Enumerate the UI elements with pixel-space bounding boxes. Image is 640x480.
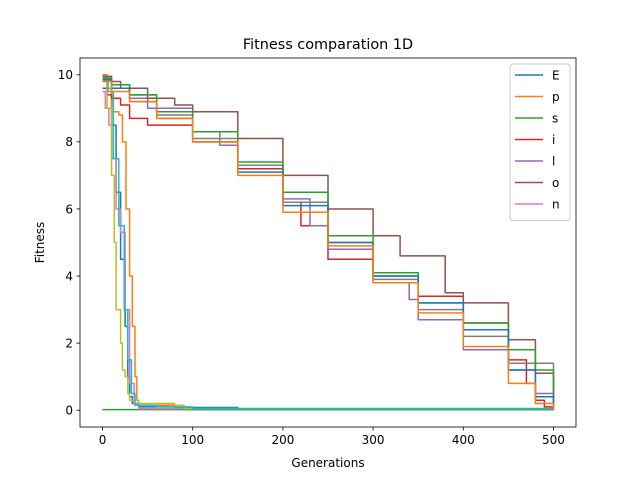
- legend-label: E: [552, 68, 560, 82]
- x-tick-label: 300: [362, 433, 385, 447]
- y-tick-label: 8: [65, 135, 73, 149]
- x-axis-ticks: 0 100 200 300 400 500: [99, 427, 565, 447]
- series-line-10: [102, 79, 555, 411]
- x-tick-label: 0: [99, 433, 107, 447]
- y-axis-ticks: 0 2 4 6 8 10: [58, 68, 80, 418]
- x-tick-label: 200: [271, 433, 294, 447]
- legend-label: p: [552, 90, 560, 104]
- legend-box: [509, 63, 571, 221]
- series-line-13: [102, 80, 555, 411]
- legend-label: i: [552, 133, 555, 147]
- axes-frame: [79, 57, 577, 428]
- legend-label: l: [552, 154, 555, 168]
- y-axis-label: Fitness: [33, 222, 47, 264]
- plot-area: [79, 57, 577, 428]
- legend-label: s: [552, 111, 558, 125]
- series-line-6: [102, 75, 555, 394]
- y-tick-label: 0: [65, 404, 73, 418]
- series-line-7: [102, 90, 555, 410]
- x-tick-label: 400: [452, 433, 475, 447]
- x-axis-label: Generations: [291, 456, 364, 470]
- legend-label: o: [552, 176, 559, 190]
- series-line-9: [102, 80, 555, 410]
- y-tick-label: 10: [58, 68, 73, 82]
- y-tick-label: 4: [65, 269, 73, 283]
- y-tick-label: 6: [65, 202, 73, 216]
- series-layer: [102, 74, 555, 411]
- x-tick-label: 100: [181, 433, 204, 447]
- chart-title: Fitness comparation 1D: [243, 37, 413, 53]
- y-tick-label: 2: [65, 336, 73, 350]
- x-tick-label: 500: [542, 433, 565, 447]
- legend-label: n: [552, 197, 560, 211]
